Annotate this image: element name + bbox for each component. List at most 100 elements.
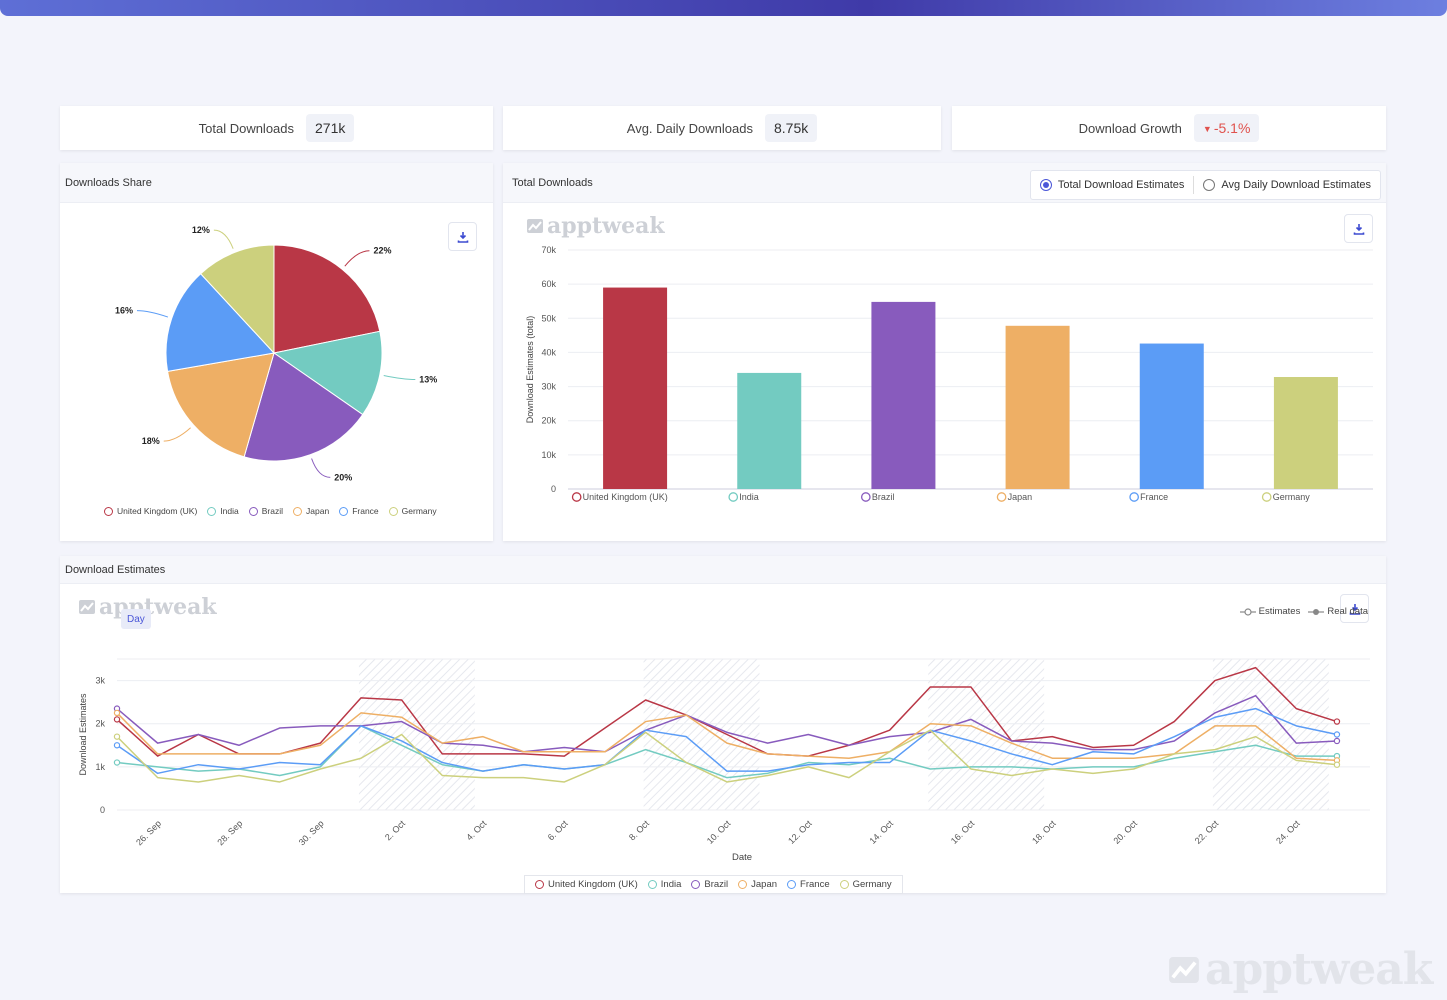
brand-chart-icon	[79, 600, 95, 614]
legend-item-india[interactable]: India	[207, 506, 239, 516]
legend-item-germany[interactable]: Germany	[839, 879, 892, 890]
series-start-point	[113, 709, 121, 717]
bar-united-kingdom-uk	[603, 287, 668, 489]
bar-france	[1139, 343, 1204, 489]
bar-chart: 0 10k 20k 30k 40k 50k 60k 70k Download Estimates…	[525, 245, 1373, 502]
pie-data-label: 13%	[419, 375, 437, 385]
option-label: Avg Daily Download Estimates	[1221, 179, 1371, 191]
pie-chart: 22% 13% 20% 18% 16% 12%	[115, 225, 437, 482]
y-tick-label: 30k	[541, 382, 556, 392]
pie-data-label: 20%	[334, 472, 352, 482]
legend-label: United Kingdom (UK)	[117, 506, 198, 516]
y-tick-label: 2k	[95, 719, 105, 729]
line-chart: 0 1k 2k 3k Download Estimates 26. Sep 28. Sep 3…	[78, 658, 1370, 863]
kpi-total-downloads: Total Downloads 271k	[60, 106, 493, 150]
kpi-label: Total Downloads	[198, 120, 295, 136]
series-end-point	[1333, 718, 1341, 725]
panel-title: Downloads Share	[60, 163, 493, 203]
legend-item-india[interactable]: India	[647, 879, 682, 890]
legend-label: Germany	[401, 506, 437, 516]
line-series-india	[116, 725, 1337, 779]
series-end-point	[1333, 737, 1341, 745]
option-label: Total Download Estimates	[1057, 179, 1185, 191]
y-tick-label: 10k	[541, 450, 556, 460]
legend-item-brazil[interactable]: Brazil	[691, 879, 728, 890]
arrow-down-icon: ▼	[1202, 124, 1212, 135]
watermark-text: apptweak	[1205, 944, 1433, 995]
legend-label: Brazil	[704, 879, 729, 890]
legend-real-data[interactable]: Real data	[1308, 606, 1368, 617]
brand-chart-icon	[1169, 956, 1199, 983]
pie-connector	[213, 229, 234, 249]
x-tick-label: 8. Oct	[627, 818, 651, 842]
y-tick-label: 20k	[541, 416, 556, 426]
legend-estimates[interactable]: Estimates	[1239, 606, 1300, 617]
legend-item-germany[interactable]: Germany	[388, 506, 437, 516]
pie-connector	[136, 310, 169, 318]
y-axis-title: Download Estimates	[78, 693, 88, 776]
option-total-download-estimates[interactable]: Total Download Estimates	[1031, 171, 1194, 199]
legend-item-japan[interactable]: Japan	[293, 506, 329, 516]
line-series-france	[116, 707, 1338, 775]
x-tick-label: 2. Oct	[383, 818, 407, 842]
x-tick-label: Brazil	[872, 492, 895, 502]
x-axis-title: Date	[732, 852, 752, 863]
legend-label: Real data	[1327, 606, 1368, 617]
x-tick-label: 6. Oct	[546, 818, 570, 842]
option-avg-daily-download-estimates[interactable]: Avg Daily Download Estimates	[1194, 171, 1380, 199]
x-tick-label: India	[739, 492, 759, 502]
legend-label: India	[660, 879, 682, 890]
top-gradient-bar	[0, 0, 1447, 16]
pie-slice-united-kingdom-uk	[273, 244, 381, 354]
legend-item-france[interactable]: France	[339, 506, 379, 516]
legend-item-japan[interactable]: Japan	[738, 879, 777, 890]
x-tick-label: 18. Oct	[1030, 818, 1058, 846]
download-button[interactable]	[1344, 214, 1373, 243]
download-button[interactable]	[1340, 594, 1369, 623]
panel-title: Download Estimates	[60, 556, 1386, 584]
line-series-united-kingdom-uk	[116, 666, 1338, 757]
x-tick-label: 22. Oct	[1193, 818, 1221, 846]
brand-name: apptweak	[547, 213, 665, 239]
legend-item-united-kingdom-uk[interactable]: United Kingdom (UK)	[535, 879, 638, 890]
series-start-point	[113, 742, 121, 749]
x-tick-label: France	[1140, 492, 1168, 502]
legend-label: India	[220, 506, 239, 516]
legend-marker-icon	[339, 506, 349, 516]
legend-marker-icon	[248, 506, 258, 516]
legend-item-france[interactable]: France	[787, 879, 830, 890]
legend-marker-icon	[535, 880, 544, 889]
line-legend: United Kingdom (UK) India Brazil Japan Franc…	[524, 875, 903, 894]
pie-slice-france	[165, 273, 275, 372]
legend-label: Japan	[306, 506, 330, 516]
y-tick-label: 60k	[541, 279, 556, 289]
estimates-type-legend: Estimates Real data	[1239, 606, 1368, 617]
pie-data-label: 18%	[142, 436, 160, 446]
legend-item-brazil[interactable]: Brazil	[248, 506, 283, 516]
pie-slice-japan	[166, 352, 275, 458]
pie-slice-germany	[199, 244, 275, 355]
pie-slice-india	[272, 330, 383, 416]
legend-marker-icon	[839, 880, 849, 889]
estimate-type-toggle: Total Download Estimates Avg Daily Downl…	[1029, 170, 1381, 200]
kpi-label: Avg. Daily Downloads	[626, 120, 753, 136]
download-estimates-panel: Download Estimates apptweak Day Estimate…	[60, 556, 1386, 894]
pie-connector	[311, 458, 331, 478]
download-icon	[1349, 603, 1360, 615]
growth-value: -5.1%	[1213, 120, 1251, 136]
line-series-brazil	[116, 694, 1337, 753]
legend-item-united-kingdom-uk[interactable]: United Kingdom (UK)	[104, 506, 197, 516]
granularity-day-button[interactable]: Day	[121, 609, 151, 629]
radio-selected-icon	[1039, 179, 1052, 191]
y-tick-label: 0	[551, 484, 556, 494]
download-icon	[457, 231, 468, 243]
divider	[1193, 176, 1195, 194]
x-legend-marker-icon	[996, 492, 1007, 502]
legend-marker-icon	[104, 506, 113, 516]
legend-label: Germany	[852, 879, 892, 890]
download-button[interactable]	[448, 222, 477, 251]
bar-india	[737, 372, 802, 489]
pie-connector	[344, 250, 370, 267]
legend-label: United Kingdom (UK)	[548, 879, 638, 890]
x-tick-label: 20. Oct	[1111, 818, 1139, 846]
